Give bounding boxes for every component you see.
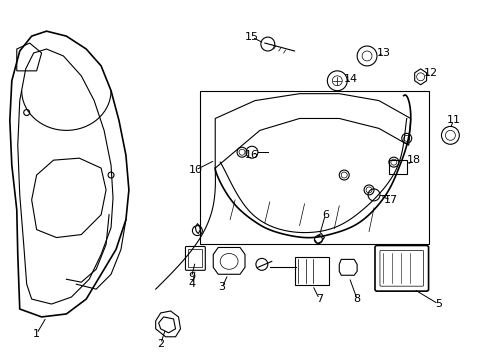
Text: 18: 18 [407,155,421,165]
Text: 16: 16 [245,150,259,160]
Text: 13: 13 [377,48,391,58]
Text: 3: 3 [219,282,226,292]
Bar [389,160,407,174]
Text: 1: 1 [33,329,40,339]
Text: 11: 11 [446,116,461,126]
Bar [200,91,429,244]
Bar [294,257,329,285]
Text: 6: 6 [322,210,329,220]
Bar [189,249,202,267]
Text: 10: 10 [188,165,202,175]
Text: 2: 2 [157,339,164,349]
Text: 15: 15 [245,32,259,42]
Text: 12: 12 [423,68,438,78]
Text: 17: 17 [384,195,398,205]
Text: 8: 8 [354,294,361,304]
Text: 7: 7 [316,294,323,304]
Text: 9: 9 [188,272,195,282]
Text: 5: 5 [435,299,442,309]
Text: 4: 4 [189,279,196,289]
Text: 14: 14 [344,74,358,84]
